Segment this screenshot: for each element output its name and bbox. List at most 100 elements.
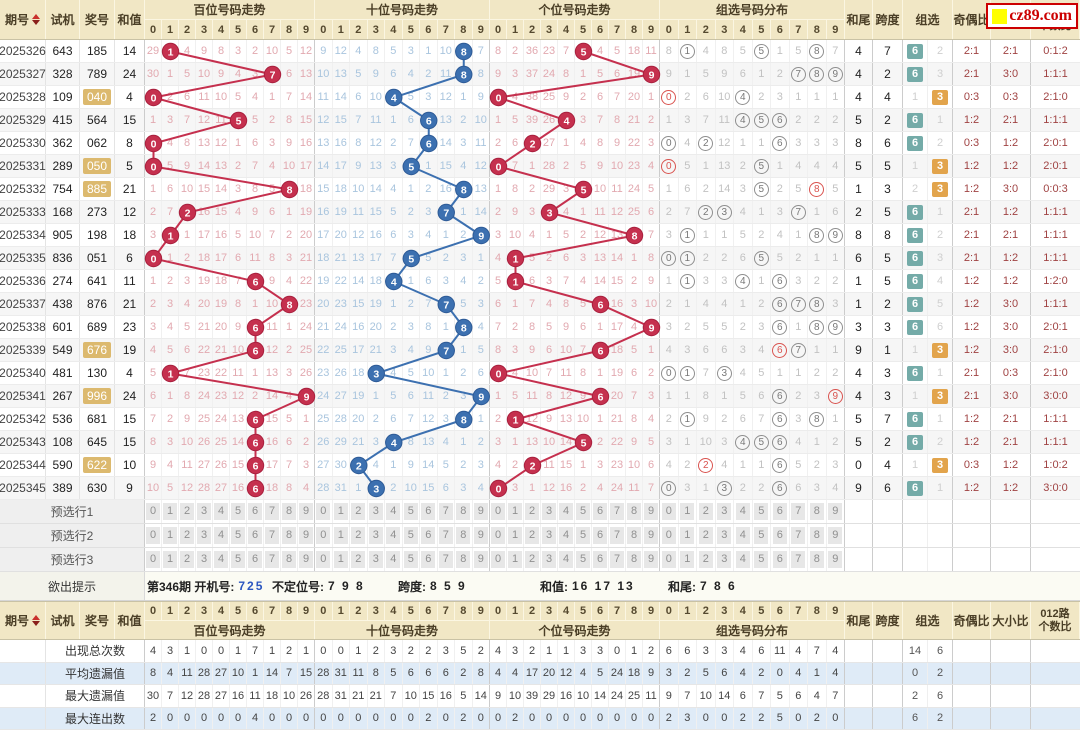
preselect-digit-button[interactable]: 4 [735, 527, 750, 544]
preselect-digit-button[interactable]: 0 [661, 551, 676, 568]
header-col-issue[interactable]: 期号 [0, 0, 46, 39]
preselect-digit-button[interactable]: 3 [197, 527, 211, 544]
preselect-digit-button[interactable]: 3 [368, 503, 383, 520]
preselect-digit-button[interactable]: 1 [508, 503, 522, 520]
preselect-digit-button[interactable]: 1 [163, 551, 177, 568]
preselect-digit-button[interactable]: 5 [403, 551, 418, 568]
preselect-digit-button[interactable]: 7 [610, 551, 624, 568]
preselect-digit-button[interactable]: 6 [593, 527, 607, 544]
preselect-digit-button[interactable]: 1 [680, 527, 695, 544]
preselect-digit-button[interactable]: 6 [421, 503, 436, 520]
preselect-digit-button[interactable]: 8 [627, 503, 641, 520]
preselect-digit-button[interactable]: 5 [231, 551, 245, 568]
preselect-digit-button[interactable]: 0 [491, 551, 505, 568]
preselect-digit-button[interactable]: 9 [299, 503, 313, 520]
preselect-digit-button[interactable]: 6 [593, 551, 607, 568]
preselect-digit-button[interactable]: 7 [265, 551, 279, 568]
preselect-digit-button[interactable]: 7 [438, 527, 453, 544]
preselect-digit-button[interactable]: 2 [351, 503, 366, 520]
preselect-digit-button[interactable]: 3 [197, 503, 211, 520]
preselect-digit-button[interactable]: 5 [754, 527, 769, 544]
preselect-digit-button[interactable]: 2 [180, 527, 194, 544]
preselect-digit-button[interactable]: 9 [644, 551, 658, 568]
preselect-digit-button[interactable]: 8 [456, 503, 471, 520]
preselect-digit-button[interactable]: 4 [214, 527, 228, 544]
preselect-digit-button[interactable]: 4 [386, 527, 401, 544]
preselect-digit-button[interactable]: 0 [491, 527, 505, 544]
preselect-digit-button[interactable]: 7 [791, 551, 806, 568]
preselect-digit-button[interactable]: 0 [491, 503, 505, 520]
preselect-digit-button[interactable]: 3 [542, 551, 556, 568]
brand-logo[interactable]: cz89.com [986, 3, 1078, 29]
preselect-digit-button[interactable]: 1 [333, 527, 348, 544]
preselect-digit-button[interactable]: 0 [316, 551, 331, 568]
preselect-digit-button[interactable]: 9 [828, 551, 843, 568]
preselect-digit-button[interactable]: 7 [265, 503, 279, 520]
preselect-digit-button[interactable]: 4 [214, 551, 228, 568]
preselect-digit-button[interactable]: 6 [772, 503, 787, 520]
preselect-digit-button[interactable]: 9 [299, 527, 313, 544]
preselect-digit-button[interactable]: 1 [508, 527, 522, 544]
preselect-digit-button[interactable]: 9 [299, 551, 313, 568]
preselect-digit-button[interactable]: 9 [828, 503, 843, 520]
preselect-digit-button[interactable]: 1 [333, 551, 348, 568]
preselect-digit-button[interactable]: 7 [438, 551, 453, 568]
preselect-digit-button[interactable]: 6 [772, 551, 787, 568]
preselect-digit-button[interactable]: 0 [661, 527, 676, 544]
preselect-digit-button[interactable]: 5 [576, 527, 590, 544]
preselect-digit-button[interactable]: 2 [180, 551, 194, 568]
preselect-digit-button[interactable]: 2 [698, 551, 713, 568]
preselect-digit-button[interactable]: 9 [644, 527, 658, 544]
preselect-digit-button[interactable]: 8 [456, 527, 471, 544]
preselect-digit-button[interactable]: 2 [525, 503, 539, 520]
preselect-digit-button[interactable]: 4 [386, 503, 401, 520]
preselect-digit-button[interactable]: 4 [559, 551, 573, 568]
preselect-digit-button[interactable]: 4 [735, 503, 750, 520]
preselect-digit-button[interactable]: 6 [421, 551, 436, 568]
preselect-digit-button[interactable]: 5 [754, 551, 769, 568]
preselect-digit-button[interactable]: 3 [197, 551, 211, 568]
preselect-digit-button[interactable]: 5 [403, 503, 418, 520]
preselect-digit-button[interactable]: 8 [627, 527, 641, 544]
preselect-digit-button[interactable]: 9 [828, 527, 843, 544]
preselect-digit-button[interactable]: 9 [473, 527, 488, 544]
preselect-digit-button[interactable]: 2 [351, 527, 366, 544]
preselect-digit-button[interactable]: 3 [717, 503, 732, 520]
preselect-digit-button[interactable]: 2 [525, 551, 539, 568]
preselect-digit-button[interactable]: 6 [421, 527, 436, 544]
preselect-digit-button[interactable]: 0 [661, 503, 676, 520]
preselect-digit-button[interactable]: 0 [146, 503, 160, 520]
preselect-digit-button[interactable]: 2 [351, 551, 366, 568]
preselect-digit-button[interactable]: 1 [333, 503, 348, 520]
preselect-digit-button[interactable]: 1 [163, 527, 177, 544]
preselect-digit-button[interactable]: 4 [386, 551, 401, 568]
preselect-digit-button[interactable]: 8 [809, 503, 824, 520]
preselect-digit-button[interactable]: 1 [680, 551, 695, 568]
preselect-digit-button[interactable]: 3 [717, 551, 732, 568]
preselect-digit-button[interactable]: 8 [809, 551, 824, 568]
preselect-digit-button[interactable]: 2 [180, 503, 194, 520]
preselect-digit-button[interactable]: 7 [610, 503, 624, 520]
preselect-digit-button[interactable]: 4 [735, 551, 750, 568]
sort-icon[interactable] [32, 615, 40, 626]
preselect-digit-button[interactable]: 5 [231, 503, 245, 520]
preselect-digit-button[interactable]: 9 [644, 503, 658, 520]
preselect-digit-button[interactable]: 6 [248, 503, 262, 520]
preselect-digit-button[interactable]: 2 [698, 527, 713, 544]
preselect-digit-button[interactable]: 5 [403, 527, 418, 544]
preselect-digit-button[interactable]: 2 [525, 527, 539, 544]
preselect-digit-button[interactable]: 3 [368, 527, 383, 544]
preselect-digit-button[interactable]: 6 [772, 527, 787, 544]
header-col-issue[interactable]: 期号 [0, 602, 46, 639]
preselect-digit-button[interactable]: 8 [627, 551, 641, 568]
preselect-digit-button[interactable]: 7 [438, 503, 453, 520]
preselect-digit-button[interactable]: 3 [368, 551, 383, 568]
preselect-digit-button[interactable]: 1 [163, 503, 177, 520]
preselect-digit-button[interactable]: 5 [754, 503, 769, 520]
preselect-digit-button[interactable]: 6 [248, 527, 262, 544]
preselect-digit-button[interactable]: 6 [248, 551, 262, 568]
preselect-digit-button[interactable]: 1 [680, 503, 695, 520]
preselect-digit-button[interactable]: 0 [146, 527, 160, 544]
preselect-digit-button[interactable]: 2 [698, 503, 713, 520]
preselect-digit-button[interactable]: 0 [316, 527, 331, 544]
